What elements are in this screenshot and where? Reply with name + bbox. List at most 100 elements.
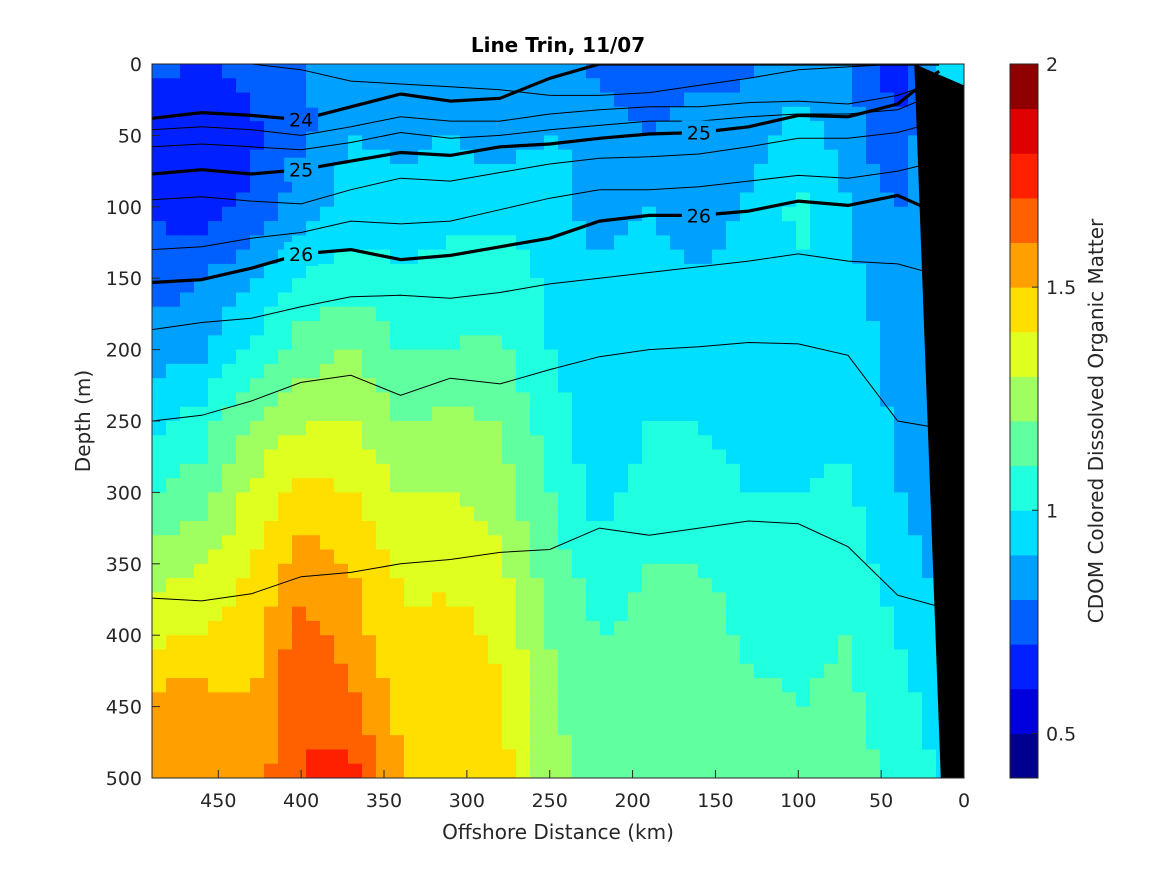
field-cell xyxy=(362,78,377,94)
field-cell xyxy=(208,549,223,565)
field-cell xyxy=(530,763,545,778)
field-cell xyxy=(474,506,489,522)
field-cell xyxy=(614,720,629,736)
field-cell xyxy=(908,506,923,522)
field-cell xyxy=(796,635,811,651)
field-cell xyxy=(838,492,853,508)
field-cell xyxy=(418,749,433,765)
field-cell xyxy=(894,749,909,765)
field-cell xyxy=(810,64,825,79)
field-cell xyxy=(446,106,461,122)
field-cell xyxy=(698,535,713,551)
field-cell xyxy=(726,606,741,622)
field-cell xyxy=(740,278,755,294)
field-cell xyxy=(558,235,573,251)
field-cell xyxy=(628,263,643,279)
field-cell xyxy=(726,520,741,536)
field-cell xyxy=(810,706,825,722)
field-cell xyxy=(460,649,475,665)
field-cell xyxy=(824,635,839,651)
field-cell xyxy=(544,421,559,436)
field-cell xyxy=(306,263,321,279)
field-cell xyxy=(614,749,629,765)
field-cell xyxy=(292,649,307,665)
field-cell xyxy=(768,149,783,165)
field-cell xyxy=(166,335,181,351)
field-cell xyxy=(824,206,839,222)
field-cell xyxy=(698,492,713,508)
field-cell xyxy=(362,64,377,79)
field-cell xyxy=(194,720,209,736)
field-cell xyxy=(488,249,503,265)
field-cell xyxy=(348,678,363,693)
field-cell xyxy=(684,163,699,179)
field-cell xyxy=(614,92,629,108)
field-cell xyxy=(306,306,321,322)
field-cell xyxy=(460,735,475,751)
field-cell xyxy=(166,135,181,151)
field-cell xyxy=(894,292,909,308)
field-cell xyxy=(446,421,461,436)
field-cell xyxy=(768,592,783,608)
field-cell xyxy=(306,763,321,778)
field-cell xyxy=(376,463,391,479)
field-cell xyxy=(614,435,629,451)
field-cell xyxy=(208,406,223,422)
field-cell xyxy=(586,149,601,165)
field-cell xyxy=(852,306,867,322)
field-cell xyxy=(362,563,377,579)
field-cell xyxy=(908,535,923,551)
field-cell xyxy=(544,292,559,308)
field-cell xyxy=(726,321,741,336)
field-cell xyxy=(572,163,587,179)
field-cell xyxy=(810,506,825,522)
field-cell xyxy=(432,706,447,722)
field-cell xyxy=(432,121,447,136)
field-cell xyxy=(418,435,433,451)
field-cell xyxy=(180,335,195,351)
field-cell xyxy=(628,492,643,508)
field-cell xyxy=(754,78,769,94)
field-cell xyxy=(152,335,167,351)
field-cell xyxy=(306,92,321,108)
field-cell xyxy=(264,192,279,208)
field-cell xyxy=(572,121,587,136)
field-cell xyxy=(250,64,265,79)
field-cell xyxy=(404,178,419,194)
field-cell xyxy=(474,720,489,736)
field-cell xyxy=(656,535,671,551)
field-cell xyxy=(236,392,251,408)
field-cell xyxy=(768,435,783,451)
field-cell xyxy=(208,135,223,151)
field-cell xyxy=(740,578,755,593)
field-cell xyxy=(390,392,405,408)
field-cell xyxy=(656,635,671,651)
field-cell xyxy=(698,306,713,322)
field-cell xyxy=(586,649,601,665)
field-cell xyxy=(782,163,797,179)
field-cell xyxy=(712,749,727,765)
field-cell xyxy=(754,692,769,708)
field-cell xyxy=(180,235,195,251)
field-cell xyxy=(488,178,503,194)
field-cell xyxy=(306,706,321,722)
field-cell xyxy=(446,763,461,778)
field-cell xyxy=(894,606,909,622)
field-cell xyxy=(880,749,895,765)
field-cell xyxy=(502,478,517,493)
field-cell xyxy=(628,92,643,108)
field-cell xyxy=(292,663,307,679)
field-cell xyxy=(390,421,405,436)
field-cell xyxy=(488,192,503,208)
field-cell xyxy=(614,106,629,122)
field-cell xyxy=(236,64,251,79)
field-cell xyxy=(502,620,517,636)
field-cell xyxy=(586,435,601,451)
field-cell xyxy=(460,663,475,679)
colorbar-swatch xyxy=(1010,153,1038,199)
field-cell xyxy=(250,221,265,236)
field-cell xyxy=(502,549,517,565)
field-cell xyxy=(796,121,811,136)
field-cell xyxy=(698,235,713,251)
field-cell xyxy=(432,106,447,122)
